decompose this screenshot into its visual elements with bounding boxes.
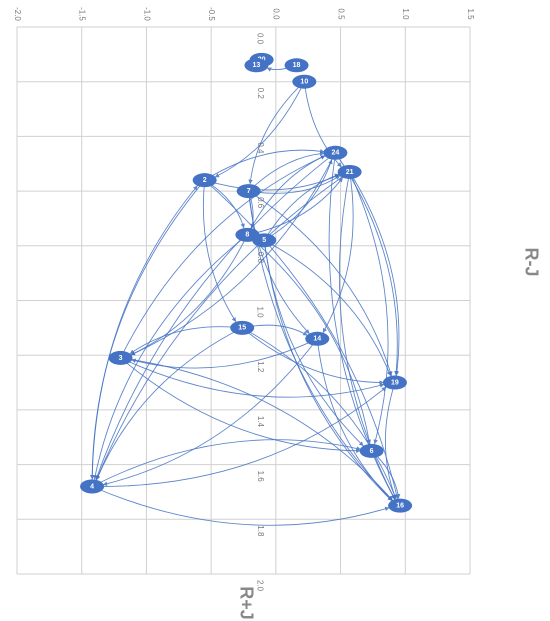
x-tick-label: 1.5	[466, 8, 475, 20]
edge	[263, 173, 340, 241]
edge	[120, 357, 385, 398]
node-label: 24	[331, 150, 339, 157]
node-label: 2	[203, 177, 207, 184]
node-label: 13	[253, 62, 261, 69]
node-label: 6	[370, 448, 374, 455]
y-tick-label: 0.2	[256, 88, 265, 100]
edge	[91, 439, 361, 487]
edge	[131, 338, 318, 369]
node-label: 16	[396, 502, 404, 509]
edge	[335, 152, 399, 376]
edge	[91, 185, 198, 487]
edge	[95, 152, 336, 481]
y-axis-label: R+J	[236, 586, 256, 620]
edge	[241, 327, 384, 385]
node	[80, 479, 105, 494]
edge	[91, 486, 390, 526]
x-tick-label: -2.0	[13, 7, 22, 21]
edge	[248, 190, 393, 377]
node-label: 18	[293, 62, 301, 69]
edge	[263, 240, 364, 447]
edge	[102, 338, 318, 486]
edge	[92, 386, 387, 487]
node	[323, 145, 348, 160]
edge	[247, 177, 344, 236]
x-tick-label: 0.0	[272, 8, 281, 20]
edge	[93, 234, 248, 480]
x-tick-label: -1.5	[78, 7, 87, 21]
y-tick-label: 2.0	[256, 580, 265, 592]
edge	[202, 180, 237, 323]
node-label: 14	[313, 336, 321, 343]
y-tick-label: 0.0	[256, 33, 265, 45]
node-label: 15	[238, 325, 246, 332]
edge	[349, 171, 400, 376]
edge	[241, 327, 397, 500]
x-axis-label: R-J	[521, 247, 541, 276]
node-label: 4	[90, 483, 94, 490]
y-tick-label: 1.4	[256, 416, 265, 428]
edge	[384, 382, 397, 500]
edge	[248, 191, 310, 335]
edge	[204, 179, 399, 499]
y-tick-label: 1.8	[256, 525, 265, 537]
node	[359, 443, 384, 458]
edge	[248, 151, 325, 192]
edge	[349, 171, 389, 445]
node	[388, 498, 413, 513]
x-tick-label: 1.0	[401, 8, 410, 20]
edge	[204, 148, 325, 181]
node-label: 8	[245, 232, 249, 239]
edge	[322, 171, 354, 333]
y-tick-label: 0.6	[256, 197, 265, 209]
y-tick-label: 1.6	[256, 471, 265, 483]
node-label: 5	[262, 237, 266, 244]
edge	[263, 240, 393, 502]
edge	[129, 326, 243, 355]
node-label: 10	[300, 79, 308, 86]
node-label: 3	[119, 355, 123, 362]
edge	[303, 81, 342, 168]
edge	[248, 81, 305, 185]
edge	[247, 234, 372, 445]
y-tick-label: 1.2	[256, 361, 265, 373]
node	[192, 173, 217, 188]
edge	[214, 81, 305, 178]
edge	[96, 327, 243, 481]
node	[337, 164, 362, 179]
node	[252, 233, 277, 248]
edge	[120, 155, 326, 359]
x-tick-label: 0.5	[336, 8, 345, 20]
edge	[338, 171, 396, 500]
edge	[263, 159, 333, 241]
node-label: 21	[346, 169, 354, 176]
node	[236, 184, 261, 199]
y-tick-label: 0.4	[256, 142, 265, 154]
node-label: 7	[247, 188, 251, 195]
node-label: 19	[391, 379, 399, 386]
edge	[120, 357, 394, 501]
y-tick-label: 1.0	[256, 307, 265, 319]
node	[230, 320, 255, 335]
x-tick-label: -0.5	[207, 7, 216, 21]
edge	[264, 239, 392, 377]
node	[284, 58, 309, 73]
node	[292, 74, 317, 89]
edge	[130, 234, 248, 356]
x-tick-label: -1.0	[142, 7, 151, 21]
node	[305, 331, 330, 346]
node	[108, 350, 133, 365]
node	[382, 375, 407, 390]
edge	[95, 171, 350, 481]
edge	[120, 357, 361, 454]
node	[244, 58, 269, 73]
